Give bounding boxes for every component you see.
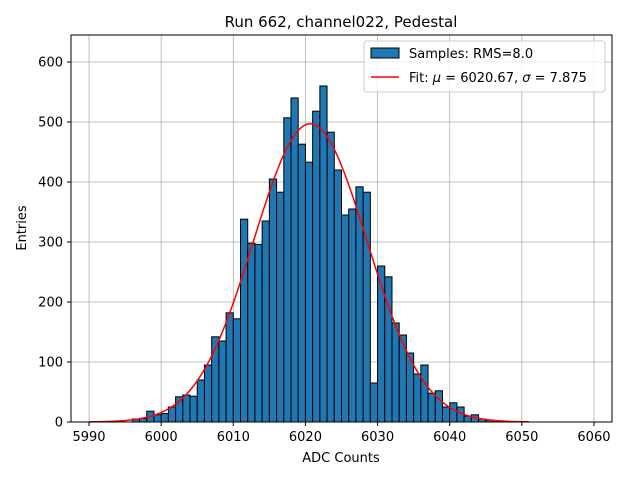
x-tick-label: 6000 xyxy=(145,430,178,445)
histogram-bar xyxy=(254,243,263,423)
histogram-bar xyxy=(268,178,278,423)
histogram-bars xyxy=(131,85,501,423)
y-tick-label: 500 xyxy=(38,116,63,131)
y-tick-label: 400 xyxy=(38,176,63,191)
histogram-bar xyxy=(377,265,386,423)
histogram-bar xyxy=(312,110,321,423)
legend: Samples: RMS=8.0 Fit: μ = 6020.67, σ = 7… xyxy=(363,40,606,93)
histogram-bar xyxy=(326,131,335,423)
fit-curve-group xyxy=(89,123,530,423)
histogram-bar xyxy=(203,364,213,423)
histogram-bar xyxy=(196,379,205,423)
histogram-bar xyxy=(276,191,285,423)
x-tick-label: 6060 xyxy=(577,430,610,445)
fit-curve xyxy=(89,123,530,423)
y-tick-label: 600 xyxy=(38,56,63,71)
histogram-bar xyxy=(434,390,443,423)
x-axis: 5990 6000 6010 6020 6030 6040 6050 6060 xyxy=(72,422,611,445)
histogram-bar xyxy=(189,395,198,423)
histogram-bar xyxy=(261,220,270,423)
histogram-bar xyxy=(153,414,162,423)
histogram-bar xyxy=(333,169,342,423)
x-tick-label: 6040 xyxy=(433,430,466,445)
histogram-bar xyxy=(240,218,249,423)
histogram-bar xyxy=(283,117,292,423)
y-axis-label: Entries xyxy=(15,205,30,251)
histogram-bar xyxy=(348,208,357,423)
x-tick-label: 6010 xyxy=(217,430,250,445)
histogram-bar xyxy=(232,318,242,423)
histogram-bar xyxy=(290,97,299,423)
histogram-bar xyxy=(247,242,256,423)
histogram-bar xyxy=(341,214,350,423)
x-tick-label: 6030 xyxy=(361,430,394,445)
x-axis-label: ADC Counts xyxy=(302,451,380,466)
histogram-bar xyxy=(420,364,429,423)
histogram-bar xyxy=(297,143,306,423)
histogram-bar xyxy=(167,406,177,423)
histogram-bar xyxy=(304,161,314,423)
histogram-bar xyxy=(391,322,400,423)
legend-fit-label: Fit: μ = 6020.67, σ = 7.875 xyxy=(409,71,587,86)
x-tick-label: 6050 xyxy=(505,430,538,445)
x-tick-label: 6020 xyxy=(289,430,322,445)
histogram-bar xyxy=(319,85,328,423)
x-tick-label: 5990 xyxy=(72,430,105,445)
histogram-bar xyxy=(160,413,169,423)
histogram-bar xyxy=(369,382,379,423)
plot-frame xyxy=(70,34,613,423)
histogram-bar xyxy=(413,373,422,423)
histogram-bar xyxy=(218,340,227,423)
histogram-bar xyxy=(427,392,436,423)
y-tick-label: 0 xyxy=(55,416,63,431)
histogram-bar xyxy=(355,186,364,423)
histogram-bar xyxy=(225,312,234,423)
y-axis: 0 100 200 300 400 500 600 xyxy=(38,56,71,431)
chart-title: Run 662, channel022, Pedestal xyxy=(225,13,458,31)
legend-box xyxy=(363,40,606,93)
legend-bar-swatch xyxy=(370,47,400,59)
histogram-bar xyxy=(182,394,191,423)
histogram-bar xyxy=(449,402,458,423)
y-tick-label: 200 xyxy=(38,296,63,311)
legend-bars-label: Samples: RMS=8.0 xyxy=(409,47,533,62)
y-tick-label: 100 xyxy=(38,356,63,371)
y-tick-label: 300 xyxy=(38,236,63,251)
histogram-bar xyxy=(362,191,371,423)
histogram-bar xyxy=(441,406,451,423)
